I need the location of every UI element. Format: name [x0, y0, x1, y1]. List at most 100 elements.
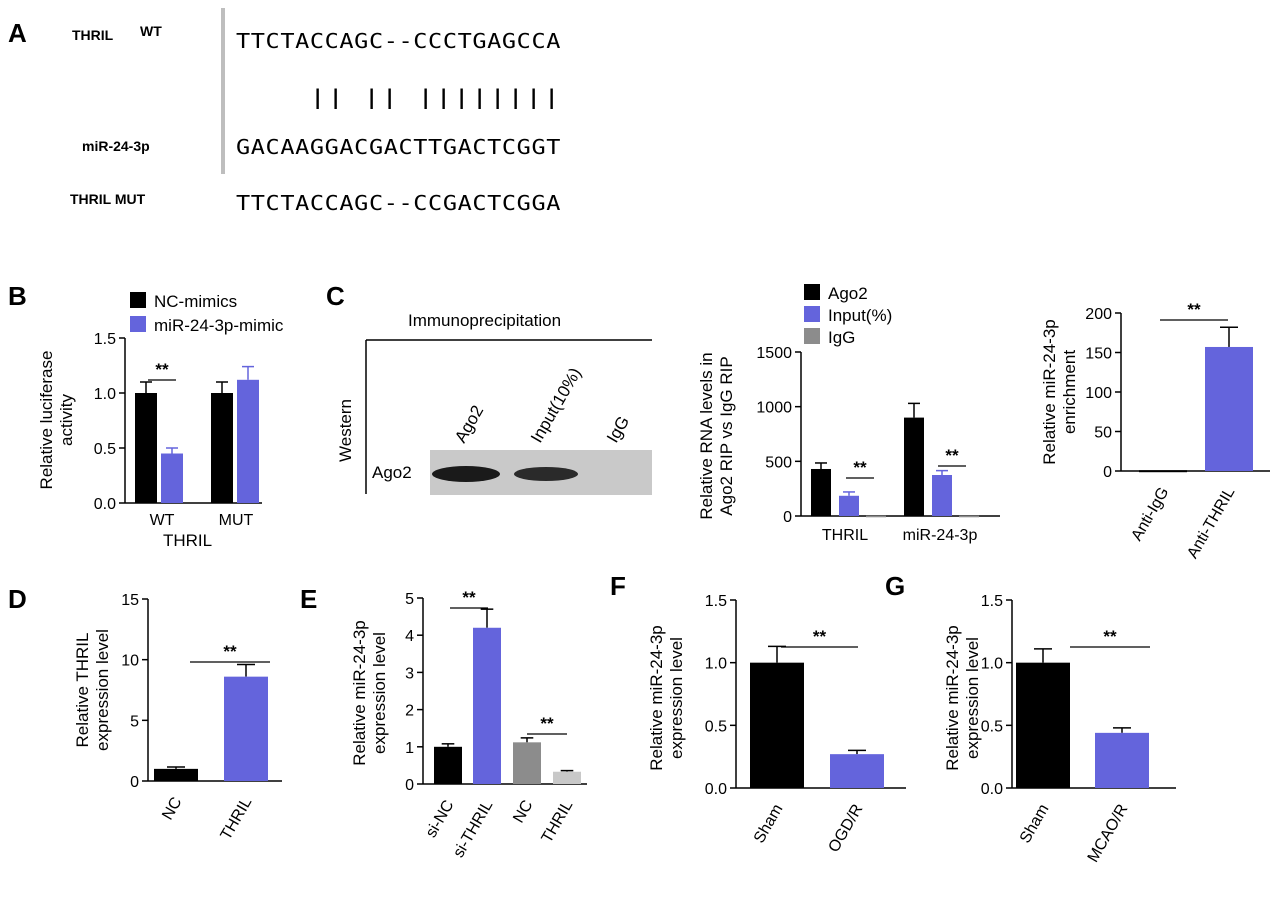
- blot-band-ago2: [432, 466, 500, 482]
- e-ylabel-line: Relative miR-24-3p: [350, 620, 369, 766]
- blot-lane-2: Input(10%): [527, 364, 585, 446]
- blot-lane-1: Ago2: [451, 402, 487, 446]
- g-ylabel-line: expression level: [963, 637, 982, 759]
- alignment-separator: [221, 8, 225, 174]
- c2-legend-swatch: [804, 328, 820, 344]
- f-ytick-label: 0.5: [705, 718, 727, 735]
- chart-b-luciferase: 0.0 0.5 1.0 1.5 WT MUT THRIL Relative luciferas…: [37, 292, 284, 550]
- b-ylabel-line: activity: [57, 394, 76, 446]
- e-xtick-label: si-THRIL: [450, 797, 496, 860]
- c3-ylabel: Relative miR-24-3penrichment: [1040, 319, 1079, 465]
- f-ylabel-line: Relative miR-24-3p: [647, 625, 666, 771]
- e-ylabel: Relative miR-24-3pexpression level: [350, 620, 389, 766]
- f-bar: [750, 662, 804, 788]
- g-ytick-label: 1.0: [981, 656, 1003, 673]
- b-sig-label: **: [155, 360, 169, 379]
- c2-ylabel-line: Ago2 RIP vs IgG RIP: [717, 356, 736, 515]
- c3-ylabel-line: enrichment: [1060, 350, 1079, 434]
- chart-c-enrichment: 0 50 100 150 200 Anti-IgG Anti-THRIL Relative m…: [1040, 300, 1270, 562]
- e-ytick-label: 1: [405, 740, 414, 757]
- e-bar: [513, 742, 541, 784]
- c2-legend-label: Input(%): [828, 306, 892, 325]
- f-ylabel-line: expression level: [667, 637, 686, 759]
- label-mir: miR-24-3p: [82, 138, 150, 154]
- f-ytick-label: 1.5: [705, 593, 727, 610]
- panel-letter-c: C: [326, 281, 345, 311]
- c3-xtick-label: Anti-THRIL: [1184, 484, 1238, 561]
- g-sig-label: **: [1103, 627, 1117, 646]
- chart-d-thril-expression: 0 5 10 15 NC THRIL Relative THRILexpression le…: [73, 592, 282, 843]
- c3-ytick-label: 200: [1085, 306, 1112, 323]
- sequence-mir: GACAAGGACGACTTGACTCGGT: [236, 135, 561, 159]
- c3-bar: [1139, 470, 1187, 473]
- b-ylabel: Relative luciferaseactivity: [37, 351, 76, 490]
- b-legend-label: miR-24-3p-mimic: [154, 316, 284, 335]
- b-legend-swatch: [130, 292, 146, 308]
- g-ytick-label: 1.5: [981, 593, 1003, 610]
- e-bar: [553, 771, 581, 784]
- blot-band-input: [514, 467, 578, 481]
- label-thril-mut: THRIL MUT: [70, 191, 146, 207]
- g-bar: [1095, 732, 1149, 788]
- f-sig-label: **: [813, 627, 827, 646]
- c2-ytick-label: 1000: [756, 400, 792, 417]
- d-ytick-label: 15: [121, 592, 139, 609]
- b-bar-nc-mimics: [135, 393, 157, 503]
- c2-bar: [932, 475, 952, 516]
- d-bar: [224, 676, 268, 781]
- f-bar: [830, 754, 884, 788]
- e-xtick-label: THRIL: [539, 797, 577, 846]
- d-ylabel-line: expression level: [93, 629, 112, 751]
- b-bar-mir-24-3p-mimic: [237, 379, 259, 503]
- panel-letter-g: G: [885, 571, 905, 601]
- c2-bar: [811, 468, 831, 516]
- d-ytick-label: 0: [130, 774, 139, 791]
- c2-bar: [904, 417, 924, 516]
- d-ytick-label: 10: [121, 653, 139, 670]
- d-xtick-label: THRIL: [218, 794, 256, 843]
- g-ytick-label: 0.0: [981, 781, 1003, 798]
- blot-side-label: Western: [336, 399, 355, 462]
- b-legend-label: NC-mimics: [154, 292, 237, 311]
- e-ylabel-line: expression level: [370, 632, 389, 754]
- e-xtick-label: si-NC: [423, 798, 458, 841]
- blot-title: Immunoprecipitation: [408, 311, 561, 330]
- c2-xtick-label: THRIL: [822, 527, 868, 544]
- b-ytick-label: 1.5: [94, 331, 116, 348]
- b-bar-mir-24-3p-mimic: [161, 453, 183, 503]
- c2-sig-label: **: [853, 458, 867, 477]
- e-ytick-label: 0: [405, 777, 414, 794]
- e-ytick-label: 4: [405, 628, 414, 645]
- c3-ytick-label: 100: [1085, 385, 1112, 402]
- e-sig-label: **: [540, 714, 554, 733]
- chart-f-ogdr: 0.0 0.5 1.0 1.5 Sham OGD/R Relative miR-24-3pe…: [647, 593, 906, 855]
- g-ylabel-line: Relative miR-24-3p: [943, 625, 962, 771]
- c2-ytick-label: 500: [765, 454, 792, 471]
- f-xtick-label: OGD/R: [826, 802, 867, 856]
- g-xtick-label: MCAO/R: [1085, 802, 1132, 866]
- c2-ytick-label: 1500: [756, 345, 792, 362]
- b-xlabel: THRIL: [163, 531, 212, 550]
- c2-bar: [866, 515, 886, 518]
- g-ytick-label: 0.5: [981, 718, 1003, 735]
- c3-ytick-label: 150: [1085, 346, 1112, 363]
- label-thril: THRIL: [72, 27, 114, 43]
- b-ytick-label: 0.0: [94, 496, 116, 513]
- chart-g-mcaor: 0.0 0.5 1.0 1.5 Sham MCAO/R Relative miR-24-3p…: [943, 593, 1176, 865]
- c2-legend-swatch: [804, 306, 820, 322]
- c2-sig-label: **: [945, 446, 959, 465]
- sequence-mut: TTCTACCAGC--CCGACTCGGA: [236, 191, 561, 215]
- c2-legend-swatch: [804, 284, 820, 300]
- c3-bar: [1205, 346, 1253, 471]
- label-wt: WT: [140, 23, 162, 39]
- d-ylabel: Relative THRILexpression level: [73, 629, 112, 751]
- f-ytick-label: 0.0: [705, 781, 727, 798]
- c3-ytick-label: 50: [1094, 425, 1112, 442]
- d-bar: [154, 768, 198, 781]
- d-ytick-label: 5: [130, 713, 139, 730]
- e-sig-label: **: [462, 588, 476, 607]
- panel-letter-d: D: [8, 584, 27, 614]
- e-bar: [434, 746, 462, 784]
